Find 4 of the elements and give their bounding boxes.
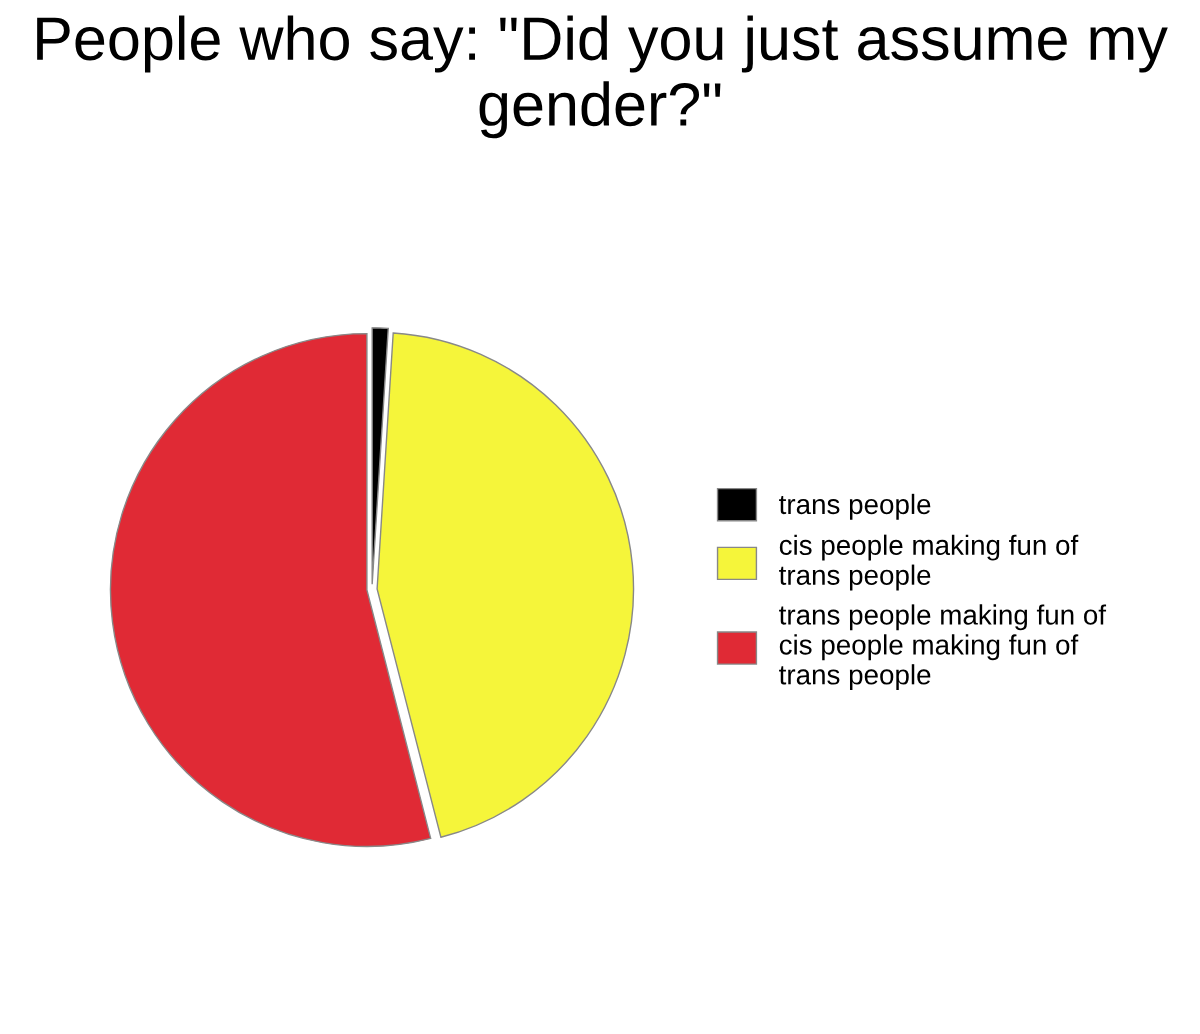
chart-title: People who say: "Did you just assume my gender?" <box>37 15 1168 139</box>
legend-label: trans people <box>779 493 931 520</box>
legend-label: trans people making fun of cis people making fun of trans people <box>779 604 1107 691</box>
legend-label: cis people making fun of trans people <box>779 534 1079 591</box>
